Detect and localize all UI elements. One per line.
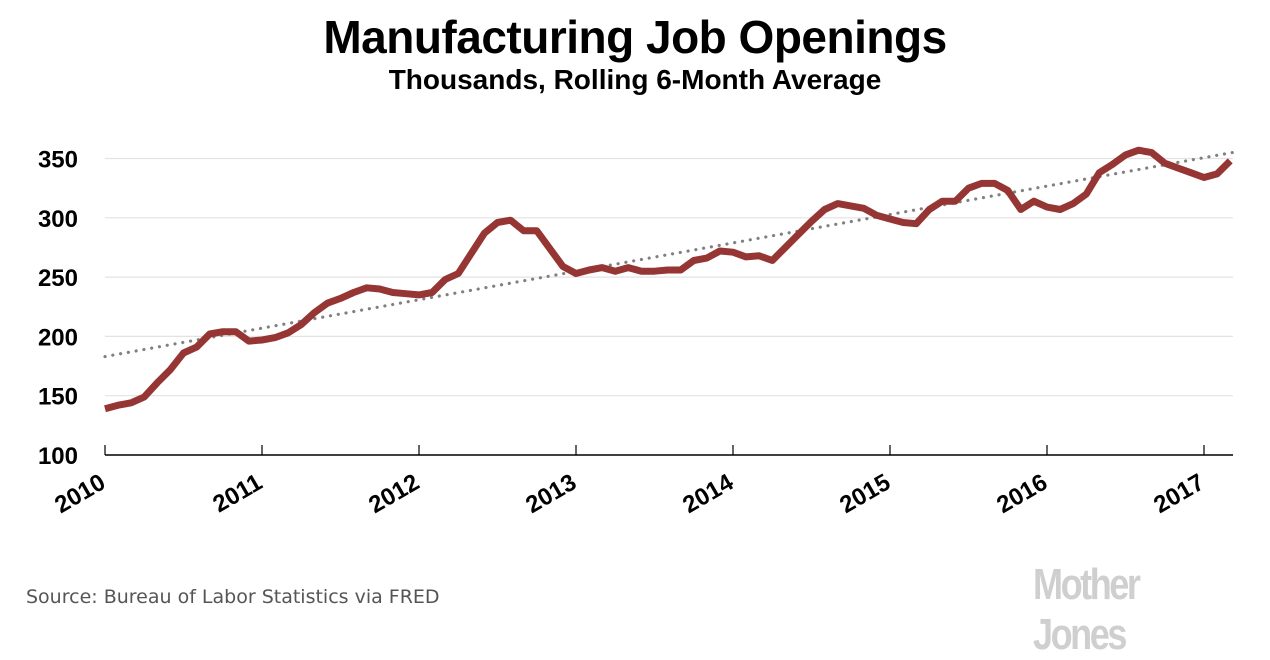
x-tick-label: 2017 [1149,469,1209,519]
x-tick-label: 2012 [364,469,424,519]
y-tick-label: 350 [38,147,78,174]
y-tick-label: 100 [38,443,78,470]
y-tick-label: 250 [38,265,78,292]
y-tick-label: 150 [38,384,78,411]
x-tick-label: 2014 [678,468,738,518]
x-tick-label: 2011 [208,469,267,518]
x-tick-label: 2010 [50,469,110,519]
y-tick-label: 300 [38,206,78,233]
y-axis-ticks: 100 150 200 250 300 350 [38,147,78,471]
plot-area [105,150,1232,409]
brand-logo: Mother Jones [1033,560,1227,660]
x-tick-label: 2016 [992,469,1052,519]
gridlines [105,159,1233,396]
series-line-job-openings [105,150,1230,409]
x-tick-label: 2015 [835,469,895,519]
trend-line [105,153,1232,357]
x-axis-ticks: 2010 2011 2012 2013 2014 2015 2016 2017 [50,445,1209,519]
x-tick-label: 2013 [521,469,581,519]
y-tick-label: 200 [38,324,78,351]
source-note: Source: Bureau of Labor Statistics via F… [26,586,440,608]
